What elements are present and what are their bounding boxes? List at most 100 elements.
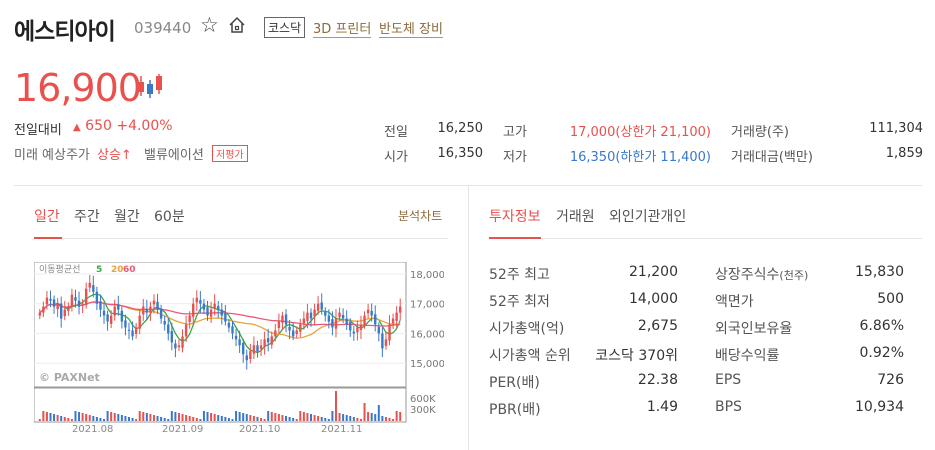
info-label-text: EPS: [715, 372, 742, 388]
candle-body: [234, 335, 238, 340]
low-value: 16,350(하한가 11,400): [569, 150, 711, 165]
volume-bar: [395, 411, 398, 421]
candle-body: [338, 312, 341, 318]
volume-bar: [199, 419, 202, 421]
volume-bar: [235, 411, 238, 421]
candle-body: [52, 299, 56, 307]
info-label: PBR(배): [489, 402, 541, 418]
volume-bar: [185, 415, 188, 421]
price-chart[interactable]: 이동평균선 5 20 60 © PAXNet 18,000 17,000 16,00…: [33, 261, 445, 438]
section-divider: [14, 185, 922, 186]
volume-bar: [117, 414, 120, 421]
volume-bar: [67, 418, 70, 421]
theme-link-semiconductor[interactable]: 반도체 장비: [379, 18, 443, 38]
tab-investment-info[interactable]: 투자정보: [489, 209, 541, 225]
volume-bar: [63, 417, 66, 421]
info-value: 1.49: [646, 399, 678, 415]
candle-body: [209, 309, 213, 317]
info-value: 14,000: [629, 291, 678, 307]
volume-bar: [263, 419, 266, 421]
ma5-line: [39, 293, 401, 354]
volume-bar: [195, 418, 198, 421]
tab-investor[interactable]: 외인기관개인: [609, 209, 687, 225]
candle-body: [156, 301, 159, 310]
candle-body: [138, 315, 141, 329]
candle-body: [45, 297, 49, 305]
volume-bar: [302, 412, 305, 421]
volume-bar: [306, 413, 309, 421]
change-amount: 650: [85, 118, 112, 134]
candle-body: [277, 321, 281, 329]
info-label: 배당수익률: [715, 345, 779, 365]
market-badge: 코스닥: [264, 17, 306, 38]
volume-bar: [74, 411, 77, 421]
candle-body: [356, 327, 359, 333]
y-tick-label: 17,000: [410, 300, 444, 311]
volume-bar: [174, 412, 177, 421]
info-label-text: 상장주식수: [715, 267, 780, 283]
candle-body: [195, 297, 199, 303]
volume-bar: [78, 412, 81, 421]
candle-body: [349, 322, 352, 331]
volume-bar: [384, 417, 387, 421]
info-label-text: 외국인보유율: [715, 321, 793, 337]
tab-broker[interactable]: 거래원: [556, 209, 595, 225]
candle-body: [174, 343, 177, 349]
tab-monthly[interactable]: 월간: [114, 209, 140, 225]
candle-body: [92, 285, 95, 292]
open-label: 시가: [384, 150, 408, 165]
candle-body: [363, 315, 366, 325]
x-tick-label: 2021.11: [321, 424, 362, 434]
volume-bar: [163, 418, 166, 421]
volume-bar: [95, 417, 98, 421]
volume-bar: [310, 414, 312, 421]
candle-body: [70, 294, 74, 306]
candle-body: [63, 309, 66, 317]
volume-bar: [267, 411, 270, 421]
volume-bar: [60, 416, 63, 421]
y-tick-label: 18,000: [410, 270, 444, 281]
star-icon[interactable]: ☆: [200, 13, 219, 37]
volume-bar: [88, 415, 91, 421]
analysis-chart-link[interactable]: 분석차트: [398, 209, 443, 223]
volume-bar: [149, 414, 152, 421]
tab-daily[interactable]: 일간: [34, 209, 60, 225]
info-label: 상장주식수(천주): [715, 264, 808, 284]
candle-body: [202, 303, 206, 310]
candle-body: [42, 306, 45, 313]
x-tick-label: 2021.10: [239, 424, 280, 434]
info-value: 22.38: [637, 372, 678, 388]
candle-chart-icon[interactable]: [136, 72, 164, 104]
volume-bar: [238, 412, 241, 421]
tab-60min[interactable]: 60분: [154, 209, 185, 225]
info-label: 시가총액 순위: [489, 348, 571, 364]
theme-link-3d-printer[interactable]: 3D 프린터: [313, 18, 372, 38]
info-label: 52주 최고: [489, 267, 550, 283]
home-icon[interactable]: [228, 16, 246, 38]
candle-body: [241, 342, 245, 355]
change-percent: +4.00%: [116, 118, 173, 134]
info-label: 시가총액(억): [489, 321, 565, 337]
volume-bar: [224, 417, 227, 421]
paxnet-watermark: © PAXNet: [39, 371, 100, 384]
prev-close-value: 16,250: [437, 121, 484, 136]
candle-body: [127, 329, 131, 331]
volume-bar: [256, 417, 259, 421]
prev-close-label: 전일: [384, 125, 408, 140]
volume-bar: [92, 416, 95, 421]
candle-body: [59, 303, 63, 319]
info-value: 2,675: [637, 318, 678, 334]
tab-weekly[interactable]: 주간: [74, 209, 100, 225]
candle-body: [359, 324, 363, 330]
volume-bar: [342, 414, 345, 421]
info-label: PER(배): [489, 375, 540, 391]
candle-body: [331, 319, 334, 328]
vol-tick-label: 600K: [410, 394, 436, 405]
stock-code: 039440: [134, 19, 192, 37]
volume-bar: [334, 391, 337, 421]
candle-body: [249, 351, 252, 360]
candle-body: [206, 307, 209, 316]
candle-body: [395, 312, 398, 321]
candle-body: [124, 320, 127, 328]
candle-body: [252, 345, 256, 354]
